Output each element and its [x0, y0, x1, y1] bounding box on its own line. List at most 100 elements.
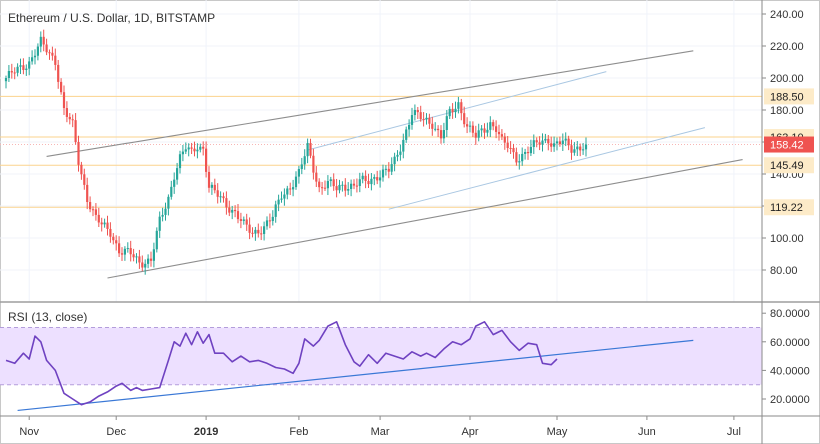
rsi-tick-label: 20.0000	[770, 394, 810, 406]
candle-body	[431, 123, 434, 129]
candle-body	[173, 179, 176, 187]
candle-body	[277, 199, 280, 205]
channel-inner-upper[interactable]	[307, 71, 607, 151]
price-tick-label: 240.00	[770, 9, 804, 21]
candle-body	[518, 161, 521, 163]
channel-outer-upper[interactable]	[46, 50, 694, 157]
candle-body	[106, 222, 109, 229]
candle-body	[437, 128, 440, 131]
candle-body	[33, 55, 37, 58]
candle-body	[132, 254, 135, 258]
candle-body	[387, 168, 390, 172]
rsi-trendline	[17, 339, 694, 412]
candle-body	[402, 139, 405, 152]
candle-body	[257, 229, 260, 234]
chart-title: Ethereum / U.S. Dollar, 1D, BITSTAMP	[8, 11, 215, 25]
candle-body	[83, 174, 86, 185]
candle-body	[321, 187, 324, 189]
candle-body	[60, 81, 63, 93]
candle-body	[10, 71, 13, 73]
candle-body	[138, 256, 141, 263]
candle-body	[135, 256, 138, 258]
candle-body	[25, 68, 28, 70]
candle-body	[118, 243, 121, 254]
candle-body	[442, 130, 445, 139]
rsi-band	[0, 327, 762, 385]
candle-body	[347, 188, 350, 191]
candle-body	[86, 184, 89, 203]
time-axis[interactable]: Nov Dec 2019 Feb Mar Apr May Jun Jul	[0, 415, 820, 438]
level-badge	[764, 199, 814, 216]
candle-body	[355, 185, 358, 187]
candle-body	[176, 168, 179, 180]
candle-body	[100, 222, 103, 225]
candle-body	[109, 228, 112, 237]
candle-body	[500, 134, 503, 137]
candle-body	[576, 146, 579, 150]
trend-channels	[46, 50, 743, 279]
rsi-axis[interactable]: 80.0000 60.0000 40.0000 20.0000	[762, 308, 810, 406]
candle-body	[152, 249, 155, 261]
candle-body	[570, 145, 573, 153]
candle-body	[219, 196, 222, 198]
candle-body	[292, 187, 295, 190]
time-tick-label: Feb	[289, 426, 308, 438]
candle-body	[205, 148, 208, 172]
candle-body	[318, 181, 321, 188]
candle-body	[573, 149, 576, 153]
candle-body	[196, 149, 199, 152]
candle-body	[158, 216, 161, 231]
candle-body	[236, 211, 240, 220]
candle-body	[65, 108, 68, 117]
candle-body	[4, 78, 8, 82]
candle-body	[19, 65, 22, 67]
candle-body	[97, 214, 100, 223]
candle-body	[184, 149, 187, 152]
candle-body	[193, 148, 196, 152]
channel-inner-lower[interactable]	[388, 127, 706, 210]
time-tick-label: Mar	[371, 426, 390, 438]
level-badge	[764, 157, 814, 174]
candle-body	[141, 262, 144, 268]
candle-body	[408, 124, 411, 130]
time-tick-label: Jul	[727, 426, 741, 438]
candle-body	[57, 64, 60, 82]
candle-body	[248, 224, 251, 233]
candle-body	[358, 179, 361, 187]
candle-body	[225, 198, 228, 208]
price-tick-label: 100.00	[770, 233, 804, 245]
level-badge-label: 188.50	[770, 91, 804, 103]
time-tick-label: May	[547, 426, 568, 438]
candle-body	[45, 44, 48, 53]
candle-body	[231, 209, 234, 213]
candle-body	[202, 146, 205, 149]
level-badge	[764, 88, 814, 105]
candle-body	[7, 71, 10, 78]
candle-body	[561, 140, 564, 145]
candle-body	[471, 125, 474, 133]
candle-body	[477, 130, 480, 138]
price-tick-label: 180.00	[770, 105, 804, 117]
candle-body	[460, 102, 463, 114]
candle-body	[289, 188, 292, 190]
candle-body	[515, 152, 518, 163]
candle-body	[532, 140, 535, 147]
candle-body	[80, 164, 83, 175]
candle-body	[283, 194, 286, 199]
candle-body	[410, 115, 414, 125]
candle-body	[112, 236, 115, 241]
last-price-badge	[764, 136, 814, 153]
candle-body	[265, 220, 269, 227]
last-price-label: 158.42	[770, 140, 804, 152]
time-tick-label: 2019	[194, 426, 218, 438]
candle-body	[367, 180, 370, 185]
channel-outer-lower[interactable]	[107, 159, 743, 279]
candle-body	[486, 129, 489, 133]
candle-body	[199, 146, 202, 150]
candle-body	[341, 184, 344, 186]
candle-body	[39, 36, 42, 47]
candle-body	[451, 108, 454, 113]
candle-body	[251, 232, 254, 234]
candle-body	[466, 124, 469, 127]
